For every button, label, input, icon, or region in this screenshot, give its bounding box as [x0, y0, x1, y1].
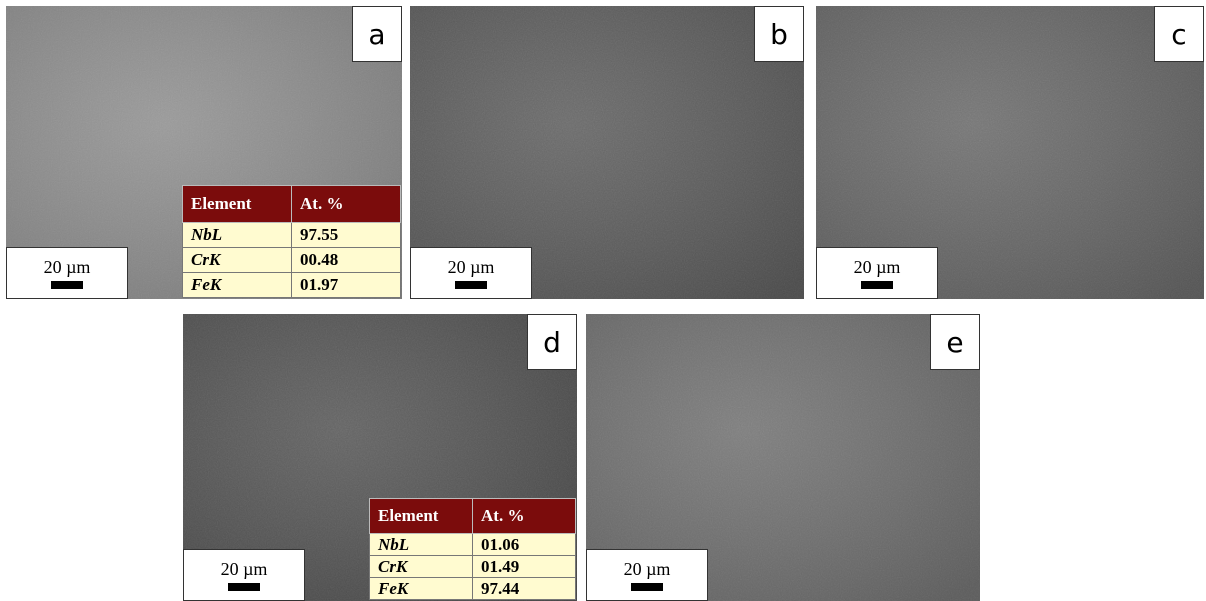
figure: (() => { const data = JSON.parse(documen…	[0, 0, 1206, 601]
scale-bar-text: 20 µm	[587, 559, 707, 580]
table-cell: CrK	[370, 556, 473, 578]
table-cell: NbL	[183, 223, 292, 248]
scale-bar-text: 20 µm	[411, 257, 531, 278]
micrograph-panel: e 20 µm	[586, 314, 980, 601]
scale-bar-line	[51, 281, 83, 289]
scale-bar-text: 20 µm	[184, 559, 304, 580]
table-cell: 01.97	[292, 273, 401, 298]
table-cell: FeK	[183, 273, 292, 298]
table-cell: 97.55	[292, 223, 401, 248]
header-cell: Element	[183, 186, 292, 223]
table-cell: 97.44	[473, 578, 576, 600]
scale-bar-text: 20 µm	[7, 257, 127, 278]
scale-bar: 20 µm	[410, 247, 532, 299]
scale-bar-line	[861, 281, 893, 289]
panel-label: e	[930, 314, 980, 370]
table-cell: 01.06	[473, 534, 576, 556]
table-cell: CrK	[183, 248, 292, 273]
scale-bar: 20 µm	[183, 549, 305, 601]
scale-bar: 20 µm	[586, 549, 708, 601]
header-cell: Element	[370, 499, 473, 534]
panel-label: c	[1154, 6, 1204, 62]
table-cell: 00.48	[292, 248, 401, 273]
header-cell: At. %	[292, 186, 401, 223]
micrograph-panel: b 20 µm	[410, 6, 804, 299]
table-cell: 01.49	[473, 556, 576, 578]
panel-label: d	[527, 314, 577, 370]
scale-bar-text: 20 µm	[817, 257, 937, 278]
header-cell: At. %	[473, 499, 576, 534]
table-cell: NbL	[370, 534, 473, 556]
scale-bar-line	[228, 583, 260, 591]
scale-bar: 20 µm	[816, 247, 938, 299]
table-cell: FeK	[370, 578, 473, 600]
panel-label: a	[352, 6, 402, 62]
scale-bar: 20 µm	[6, 247, 128, 299]
micrograph-panel: c 20 µm	[816, 6, 1204, 299]
scale-bar-line	[455, 281, 487, 289]
scale-bar-line	[631, 583, 663, 591]
panel-label: b	[754, 6, 804, 62]
